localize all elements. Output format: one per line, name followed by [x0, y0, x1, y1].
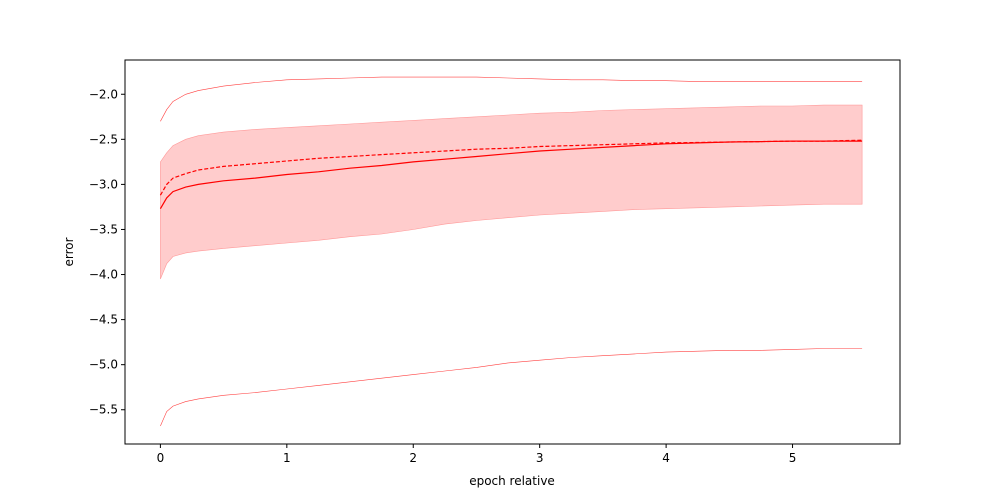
x-tick-label: 3 [536, 451, 544, 465]
y-tick-label: −5.5 [89, 403, 118, 417]
x-axis: 0 1 2 3 4 5 [157, 444, 797, 465]
y-tick-label: −3.0 [89, 177, 118, 191]
y-tick-label: −3.5 [89, 222, 118, 236]
y-axis: −2.0 −2.5 −3.0 −3.5 −4.0 −4.5 −5.0 −5.5 [89, 87, 125, 417]
y-tick-label: −2.5 [89, 132, 118, 146]
x-axis-label: epoch relative [469, 474, 555, 488]
y-tick-label: −2.0 [89, 87, 118, 101]
plot-area [124, 59, 901, 445]
y-tick-label: −5.0 [89, 358, 118, 372]
y-axis-label: error [62, 237, 76, 266]
x-tick-label: 4 [662, 451, 670, 465]
x-tick-label: 2 [409, 451, 417, 465]
series-mean-line [159, 140, 863, 210]
std-band [160, 104, 863, 280]
series-layer [159, 76, 863, 427]
series-min-line [160, 348, 863, 427]
series-max-line [160, 76, 863, 122]
x-tick-label: 1 [283, 451, 291, 465]
y-tick-label: −4.5 [89, 313, 118, 327]
x-tick-label: 0 [157, 451, 165, 465]
axes-frame [124, 59, 901, 445]
y-tick-label: −4.0 [89, 268, 118, 282]
x-tick-label: 5 [789, 451, 797, 465]
